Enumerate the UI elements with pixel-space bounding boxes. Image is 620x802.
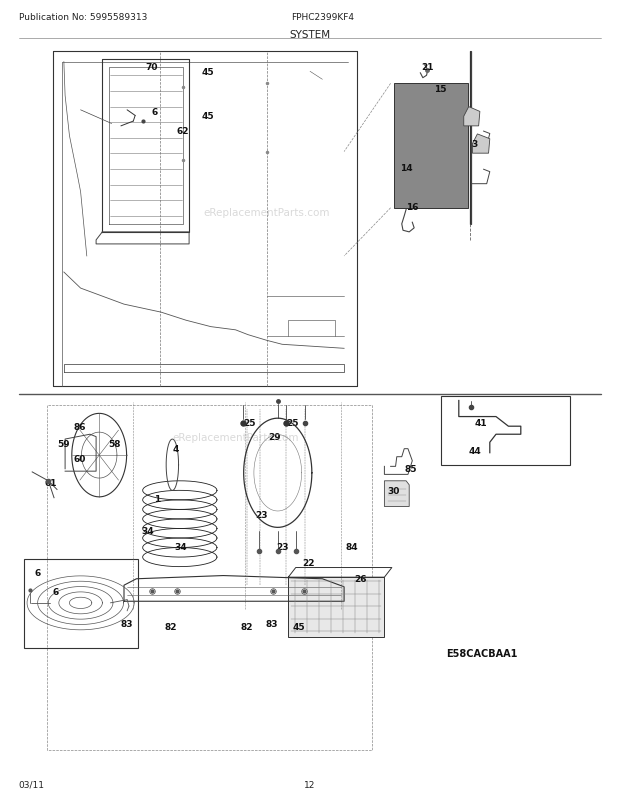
Text: 34: 34 (175, 542, 187, 552)
Text: 14: 14 (400, 164, 412, 173)
Text: 23: 23 (255, 510, 268, 520)
Text: 86: 86 (73, 422, 86, 431)
Text: 60: 60 (73, 454, 86, 464)
Text: 45: 45 (202, 111, 214, 121)
Polygon shape (464, 107, 480, 127)
Text: 83: 83 (121, 619, 133, 629)
Text: Publication No: 5995589313: Publication No: 5995589313 (19, 13, 147, 22)
Text: 82: 82 (241, 622, 253, 632)
Polygon shape (288, 577, 384, 638)
Text: 82: 82 (164, 622, 177, 632)
Text: 1: 1 (154, 494, 160, 504)
Text: eReplacementParts.com: eReplacementParts.com (203, 208, 330, 217)
Text: 45: 45 (202, 67, 214, 77)
Text: FPHC2399KF4: FPHC2399KF4 (291, 13, 355, 22)
Text: 4: 4 (172, 444, 179, 454)
Text: eReplacementParts.com: eReplacementParts.com (172, 432, 299, 442)
Text: 29: 29 (268, 432, 280, 442)
Text: 34: 34 (141, 526, 154, 536)
Polygon shape (384, 481, 409, 507)
Polygon shape (472, 135, 490, 154)
Text: 85: 85 (404, 464, 417, 474)
Text: 30: 30 (388, 486, 400, 496)
Text: 41: 41 (474, 419, 487, 428)
Text: 12: 12 (304, 780, 316, 789)
Text: 16: 16 (406, 202, 419, 212)
Text: 6: 6 (53, 587, 59, 597)
Text: 23: 23 (276, 542, 288, 552)
Text: 6: 6 (34, 568, 40, 577)
Text: 26: 26 (355, 574, 367, 584)
Text: 70: 70 (146, 63, 158, 72)
Text: E58CACBAA1: E58CACBAA1 (446, 649, 518, 658)
Text: 84: 84 (346, 542, 358, 552)
Text: 25: 25 (243, 419, 255, 428)
Text: 83: 83 (265, 619, 278, 629)
Text: SYSTEM: SYSTEM (290, 30, 330, 39)
Text: 03/11: 03/11 (19, 780, 45, 789)
Text: 6: 6 (152, 107, 158, 117)
Text: 59: 59 (57, 439, 69, 448)
Text: 3: 3 (471, 140, 477, 149)
Text: 58: 58 (108, 439, 121, 449)
Text: 62: 62 (177, 127, 189, 136)
Text: 61: 61 (45, 478, 57, 488)
Text: 25: 25 (286, 419, 299, 428)
Text: 21: 21 (422, 63, 434, 72)
Polygon shape (394, 84, 468, 209)
Text: 15: 15 (434, 85, 446, 95)
Text: 45: 45 (293, 622, 305, 632)
Text: 44: 44 (468, 446, 481, 456)
Text: 22: 22 (303, 558, 315, 568)
